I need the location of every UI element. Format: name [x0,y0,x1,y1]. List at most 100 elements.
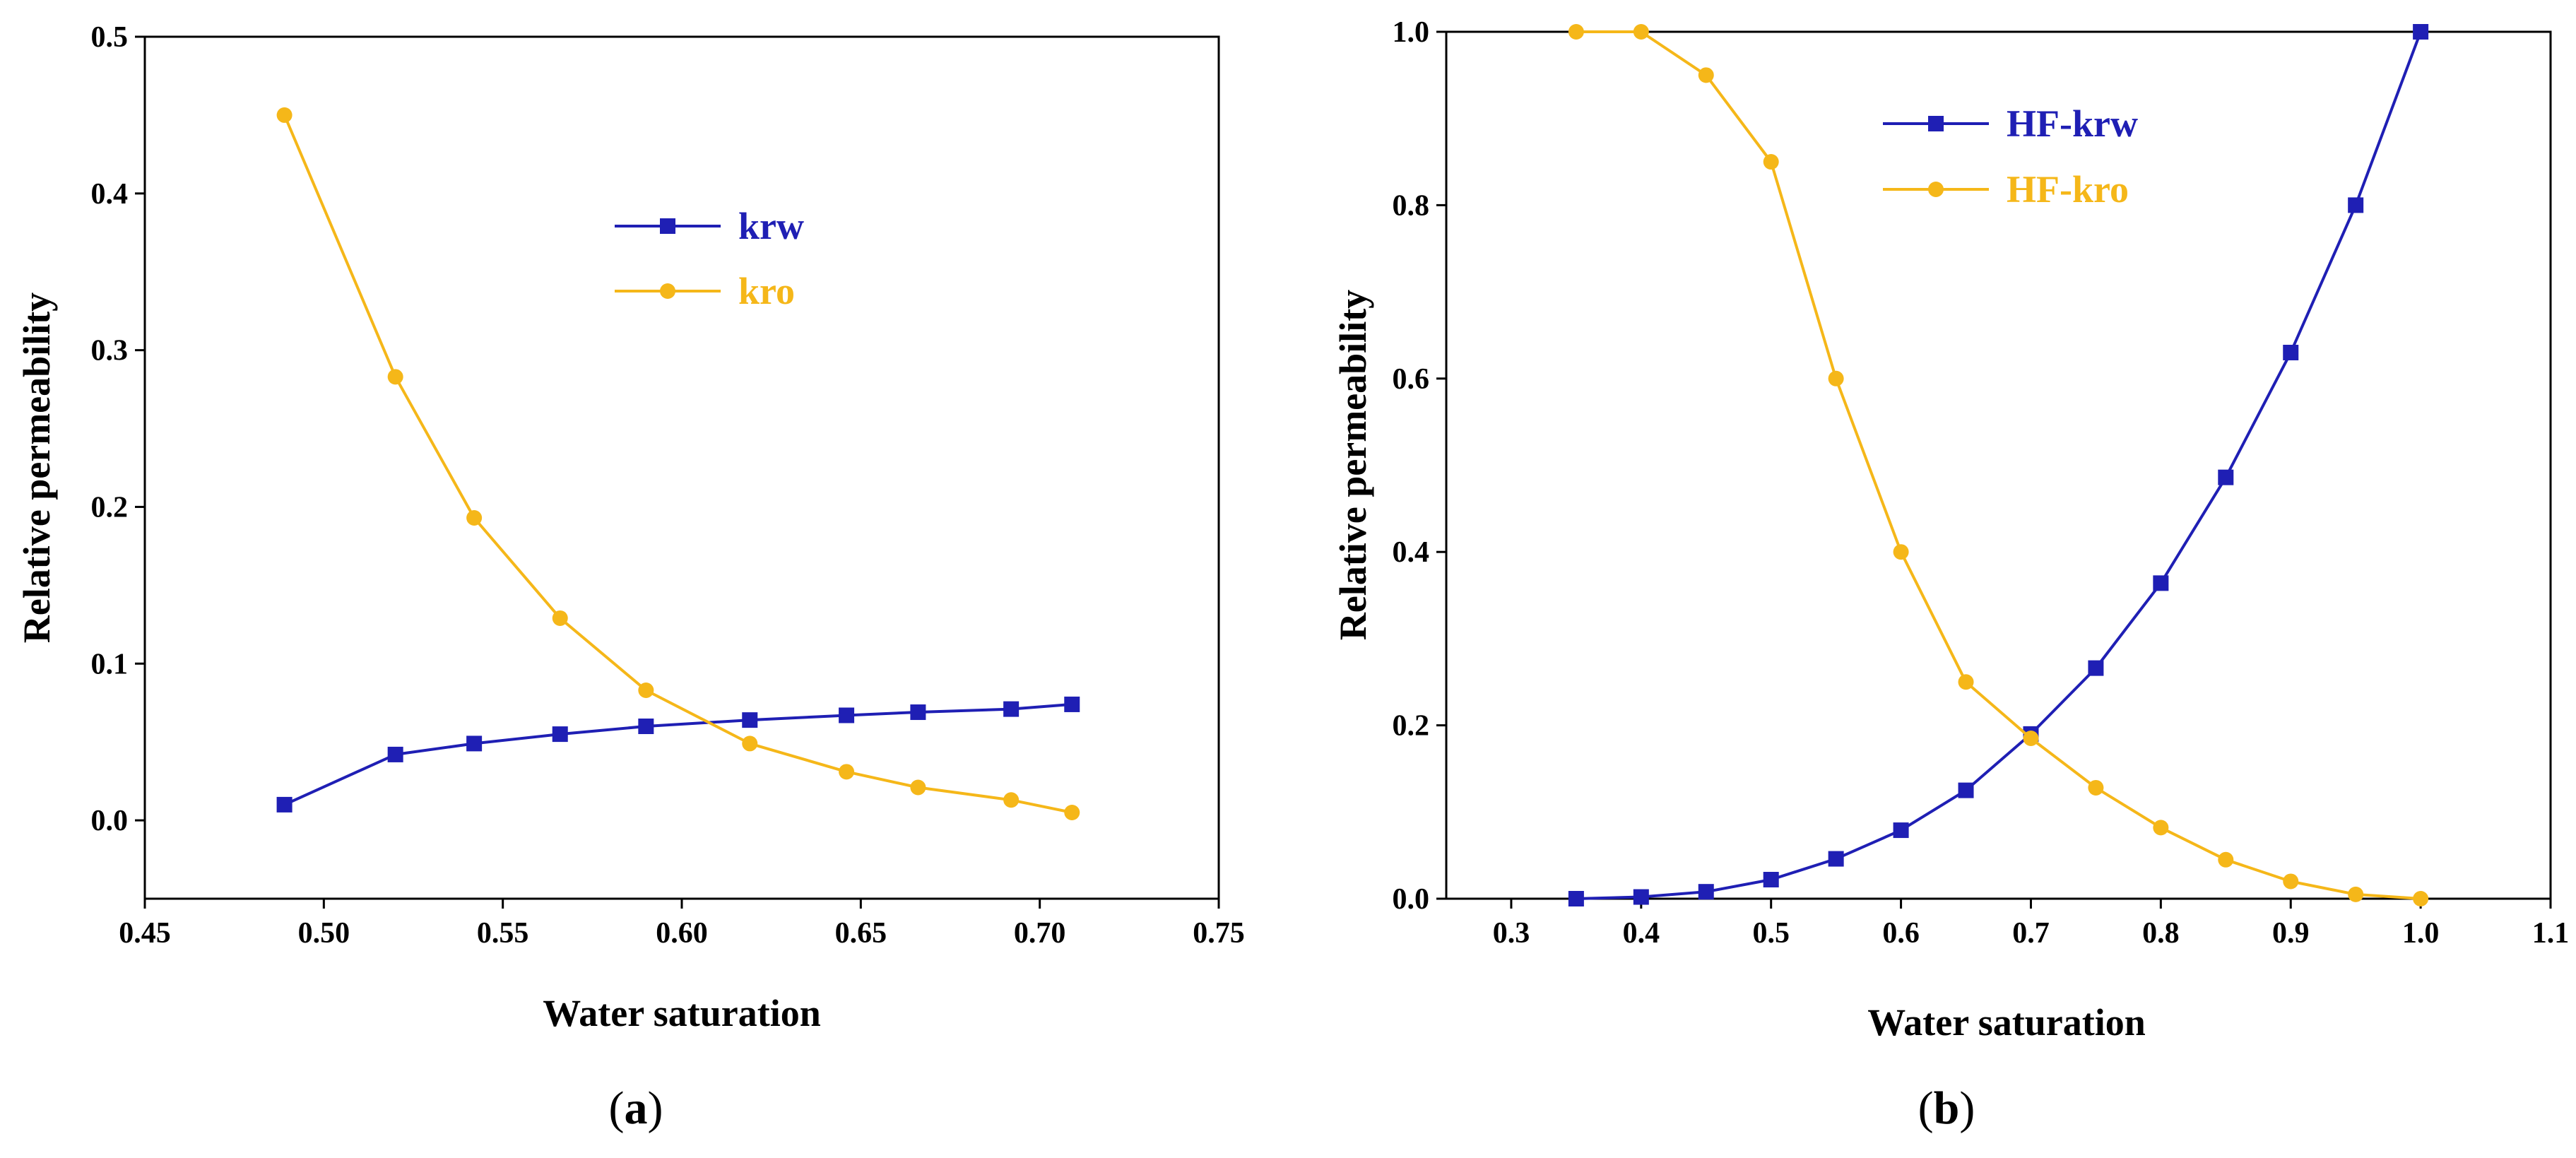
chart-b: 0.3 0.4 0.5 0.6 0.7 0.8 0.9 1.0 1.1 0.0 0.2 0.4 0.6 0… [1332,16,2569,1134]
point-hf-krw-11 [2283,344,2299,360]
point-krw-8 [1003,701,1020,717]
x-tick-label-b-3: 0.6 [1882,917,1920,950]
x-tick-label-a-5: 0.70 [1014,917,1066,950]
y-tick-label-b-0: 0.0 [1393,883,1430,916]
y-tick-label-b-3: 0.6 [1393,363,1430,396]
y-tick-label-b-1: 0.2 [1393,710,1430,743]
x-tick-label-a-6: 0.75 [1193,917,1245,950]
point-krw-4 [638,719,654,734]
point-hf-kro-5 [1893,544,1909,560]
point-krw-6 [839,707,855,723]
legend-marker-hf-krw [1928,116,1944,131]
point-krw-7 [910,704,926,721]
point-krw-9 [1064,696,1080,712]
legend-marker-krw [660,218,675,234]
point-hf-kro-6 [1958,674,1974,690]
y-tick-label-b-5: 1.0 [1393,16,1430,49]
point-hf-kro-11 [2283,873,2299,890]
series-b [1568,24,2429,906]
x-tick-label-a-0: 0.45 [119,917,171,950]
legend-label-kro: kro [738,270,795,312]
point-kro-5 [742,735,758,752]
point-hf-krw-10 [2218,469,2234,485]
y-tick-label-a-2: 0.2 [91,491,129,524]
point-hf-krw-12 [2348,197,2364,213]
point-hf-kro-0 [1568,24,1584,40]
x-tick-label-b-0: 0.3 [1493,917,1530,950]
x-tick-label-b-4: 0.7 [2012,917,2050,950]
y-axis-title-b: Relative permeability [1332,290,1374,640]
point-krw-1 [387,746,403,762]
x-axis-title-a: Water saturation [543,992,820,1034]
x-tick-label-a-1: 0.50 [298,917,350,950]
chart-a: 0.45 0.50 0.55 0.60 0.65 0.70 0.75 0.0 0.1 0.2 0.3… [16,21,1245,1134]
legend-label-krw: krw [738,205,804,247]
point-hf-kro-2 [1698,67,1714,83]
x-tick-label-b-8: 1.1 [2532,917,2570,950]
series-a [276,107,1080,820]
point-hf-krw-2 [1698,884,1714,900]
point-kro-9 [1064,805,1080,820]
point-hf-kro-7 [2023,731,2039,747]
point-hf-krw-8 [2088,660,2104,676]
point-hf-krw-4 [1828,851,1844,867]
series-line-krw [283,702,1073,806]
y-axis-title-a: Relative permeability [16,293,58,643]
y-tick-label-b-4: 0.8 [1393,189,1430,222]
point-hf-krw-5 [1893,822,1909,839]
point-hf-krw-3 [1763,872,1779,888]
series-line-kro [283,114,1073,814]
series-line-hf-kro [1576,30,2421,900]
legend-label-hf-kro: HF-kro [2007,168,2129,211]
x-tick-label-a-2: 0.55 [477,917,529,950]
y-tick-label-a-5: 0.5 [91,21,129,54]
point-kro-1 [387,369,403,385]
point-krw-2 [466,735,483,752]
point-hf-krw-13 [2413,24,2429,40]
point-hf-krw-0 [1568,891,1584,906]
legend-marker-kro [660,283,675,299]
point-kro-2 [466,509,483,526]
x-tick-label-a-3: 0.60 [656,917,708,950]
point-kro-4 [638,682,654,698]
x-tick-label-b-6: 0.9 [2272,917,2310,950]
series-line-hf-krw [1576,31,2422,900]
point-krw-5 [742,712,758,728]
point-hf-kro-9 [2153,820,2169,836]
legend-marker-hf-kro [1928,182,1944,197]
point-hf-krw-6 [1958,782,1974,798]
x-tick-label-b-5: 0.8 [2142,917,2180,950]
point-hf-kro-1 [1633,24,1649,40]
point-krw-3 [552,726,568,743]
point-kro-6 [839,764,855,780]
panel-label-a: (a) [609,1082,663,1134]
point-hf-kro-13 [2413,891,2429,906]
point-kro-0 [276,107,293,123]
legend-a: krw kro [615,205,804,312]
ticks-a: 0.45 0.50 0.55 0.60 0.65 0.70 0.75 0.0 0.1 0.2 0.3… [91,21,1245,950]
plot-frame-b [1445,30,2552,900]
point-hf-kro-8 [2088,779,2104,796]
point-krw-0 [276,796,293,813]
panel-label-b: (b) [1918,1082,1975,1134]
legend-b: HF-krw HF-kro [1883,102,2138,211]
y-tick-label-a-0: 0.0 [91,805,129,837]
ticks-b: 0.3 0.4 0.5 0.6 0.7 0.8 0.9 1.0 1.1 0.0 0.2 0.4 0.6 0… [1393,16,2570,950]
x-tick-label-b-7: 1.0 [2402,917,2440,950]
y-tick-label-a-4: 0.4 [91,178,129,211]
y-tick-label-b-2: 0.4 [1393,536,1430,569]
point-hf-kro-4 [1828,370,1844,386]
point-hf-kro-12 [2348,886,2364,902]
x-tick-label-a-4: 0.65 [835,917,887,950]
legend-label-hf-krw: HF-krw [2007,102,2138,145]
x-tick-label-b-2: 0.5 [1752,917,1790,950]
point-kro-3 [552,610,568,626]
y-tick-label-a-3: 0.3 [91,335,129,367]
point-hf-krw-1 [1633,889,1649,905]
x-tick-label-b-1: 0.4 [1623,917,1660,950]
point-hf-kro-3 [1763,154,1779,170]
point-hf-kro-10 [2218,851,2234,868]
x-axis-title-b: Water saturation [1867,1001,2145,1044]
point-kro-8 [1003,792,1020,808]
